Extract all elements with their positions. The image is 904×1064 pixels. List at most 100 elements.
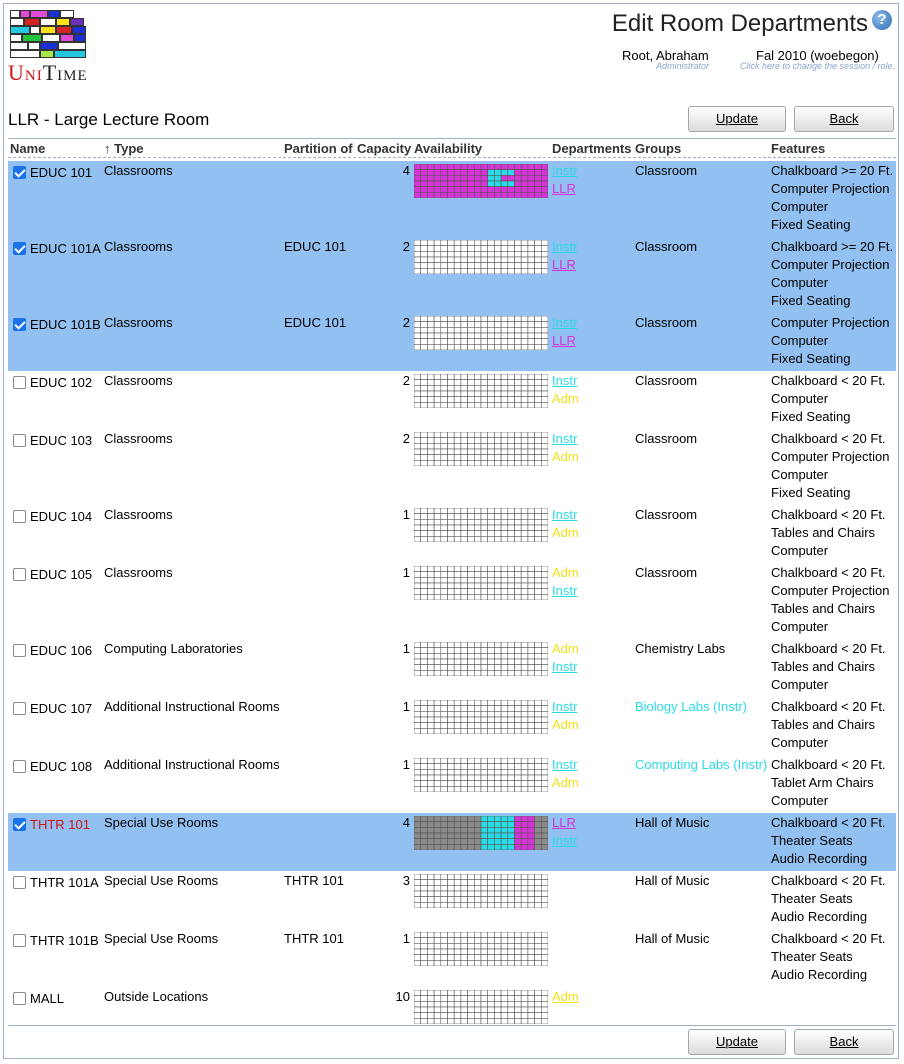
table-row[interactable]: EDUC 106 Computing Laboratories 1 Adm Instr C…	[8, 639, 896, 697]
availability-grid[interactable]	[413, 565, 549, 601]
col-name[interactable]: Name	[10, 141, 46, 156]
department-link[interactable]: Instr	[552, 163, 578, 178]
feature-item: Audio Recording	[771, 851, 868, 866]
room-features: Chalkboard < 20 Ft. Computer Projection Ta…	[771, 564, 890, 636]
session-hint[interactable]: Click here to change the session / role.	[740, 61, 896, 71]
room-group: Chemistry Labs	[635, 641, 726, 656]
table-row[interactable]: EDUC 108 Additional Instructional Rooms 1 I…	[8, 755, 896, 813]
help-icon[interactable]: ?	[872, 10, 892, 30]
room-title: LLR - Large Lecture Room	[8, 110, 210, 129]
room-type: Additional Instructional Rooms	[104, 699, 280, 714]
room-features: Chalkboard < 20 Ft. Tables and Chairs Comp…	[771, 698, 886, 752]
col-groups: Groups	[635, 141, 682, 156]
table-row[interactable]: EDUC 105 Classrooms 1 Adm Instr Classroom Chal…	[8, 563, 896, 639]
availability-grid[interactable]	[413, 757, 549, 793]
room-capacity: 1	[402, 565, 410, 580]
table-row[interactable]: MALL Outside Locations 10 Adm	[8, 987, 896, 1027]
department-link[interactable]: Instr	[552, 239, 578, 254]
room-features: Computer Projection Computer Fixed Seating	[771, 314, 890, 368]
back-button-top[interactable]: Back	[794, 106, 894, 132]
feature-item: Fixed Seating	[771, 351, 851, 366]
room-checkbox[interactable]	[13, 242, 26, 255]
availability-grid[interactable]	[413, 641, 549, 677]
room-checkbox[interactable]	[13, 992, 26, 1005]
table-row[interactable]: THTR 101A Special Use Rooms THTR 101 3 Hall …	[8, 871, 896, 929]
room-features: Chalkboard >= 20 Ft. Computer Projection C…	[771, 238, 893, 310]
room-checkbox[interactable]	[13, 876, 26, 889]
room-checkbox[interactable]	[13, 510, 26, 523]
room-checkbox[interactable]	[13, 644, 26, 657]
col-partition[interactable]: Partition of	[284, 141, 353, 156]
table-row[interactable]: THTR 101B Special Use Rooms THTR 101 1 Hall …	[8, 929, 896, 987]
department-link: Adm	[552, 449, 579, 464]
department-link[interactable]: LLR	[552, 257, 576, 272]
table-row[interactable]: EDUC 101 Classrooms 4 Instr LLR Classroom Chal…	[8, 161, 896, 237]
feature-item: Chalkboard >= 20 Ft.	[771, 239, 894, 254]
session-name[interactable]: Fal 2010 (woebegon)	[756, 48, 879, 63]
table-row[interactable]: EDUC 104 Classrooms 1 Instr Adm Classroom Chal…	[8, 505, 896, 563]
feature-item: Chalkboard < 20 Ft.	[771, 931, 886, 946]
department-link[interactable]: LLR	[552, 333, 576, 348]
table-row[interactable]: EDUC 102 Classrooms 2 Instr Adm Classroom Chal…	[8, 371, 896, 429]
table-header: Name ↑ Type Partition of Capacity Availa…	[8, 141, 896, 158]
room-name: MALL	[30, 991, 64, 1006]
feature-item: Computer Projection	[771, 257, 890, 272]
room-group: Classroom	[635, 163, 698, 178]
department-link[interactable]: Instr	[552, 659, 578, 674]
department-link[interactable]: LLR	[552, 815, 576, 830]
availability-grid[interactable]	[413, 815, 549, 851]
room-checkbox[interactable]	[13, 818, 26, 831]
room-type: Classrooms	[104, 315, 173, 330]
room-checkbox[interactable]	[13, 376, 26, 389]
room-checkbox[interactable]	[13, 760, 26, 773]
table-row[interactable]: EDUC 103 Classrooms 2 Instr Adm Classroom Chal…	[8, 429, 896, 505]
room-type: Computing Laboratories	[104, 641, 243, 656]
department-link[interactable]: Instr	[552, 583, 578, 598]
department-link[interactable]: LLR	[552, 181, 576, 196]
feature-item: Computer	[771, 333, 829, 348]
table-row[interactable]: EDUC 101A Classrooms EDUC 101 2 Instr LLR Clas…	[8, 237, 896, 313]
room-checkbox[interactable]	[13, 568, 26, 581]
room-checkbox[interactable]	[13, 702, 26, 715]
department-link[interactable]: Instr	[552, 507, 578, 522]
feature-item: Tables and Chairs	[771, 659, 876, 674]
room-checkbox[interactable]	[13, 934, 26, 947]
room-checkbox[interactable]	[13, 166, 26, 179]
table-row[interactable]: THTR 101 Special Use Rooms 4 LLR Instr Hall o…	[8, 813, 896, 871]
department-link[interactable]: Instr	[552, 431, 578, 446]
availability-grid[interactable]	[413, 431, 549, 467]
user-name[interactable]: Root, Abraham	[622, 48, 709, 63]
room-checkbox[interactable]	[13, 434, 26, 447]
availability-grid[interactable]	[413, 873, 549, 909]
availability-grid[interactable]	[413, 989, 549, 1025]
update-button-top[interactable]: Update	[688, 106, 786, 132]
department-link[interactable]: Instr	[552, 757, 578, 772]
room-group: Classroom	[635, 507, 698, 522]
availability-grid[interactable]	[413, 373, 549, 409]
room-features: Chalkboard < 20 Ft. Computer Projection Co…	[771, 430, 890, 502]
room-departments: Instr Adm	[552, 698, 579, 734]
col-type[interactable]: ↑ Type	[104, 141, 144, 156]
update-button-bottom[interactable]: Update	[688, 1029, 786, 1055]
room-type: Classrooms	[104, 373, 173, 388]
availability-grid[interactable]	[413, 931, 549, 967]
table-row[interactable]: EDUC 101B Classrooms EDUC 101 2 Instr LLR Clas…	[8, 313, 896, 371]
col-capacity[interactable]: Capacity	[357, 141, 412, 156]
department-link: Adm	[552, 525, 579, 540]
availability-grid[interactable]	[413, 239, 549, 275]
availability-grid[interactable]	[413, 507, 549, 543]
department-link[interactable]: Instr	[552, 833, 578, 848]
department-link[interactable]: Instr	[552, 315, 578, 330]
availability-grid[interactable]	[413, 699, 549, 735]
room-capacity: 1	[402, 757, 410, 772]
table-row[interactable]: EDUC 107 Additional Instructional Rooms 1 I…	[8, 697, 896, 755]
availability-grid[interactable]	[413, 315, 549, 351]
room-features: Chalkboard >= 20 Ft. Computer Projection C…	[771, 162, 893, 234]
availability-grid[interactable]	[413, 163, 549, 199]
department-link[interactable]: Instr	[552, 699, 578, 714]
department-link[interactable]: Instr	[552, 373, 578, 388]
back-button-bottom[interactable]: Back	[794, 1029, 894, 1055]
department-link[interactable]: Adm	[552, 989, 579, 1004]
room-checkbox[interactable]	[13, 318, 26, 331]
room-group: Classroom	[635, 565, 698, 580]
